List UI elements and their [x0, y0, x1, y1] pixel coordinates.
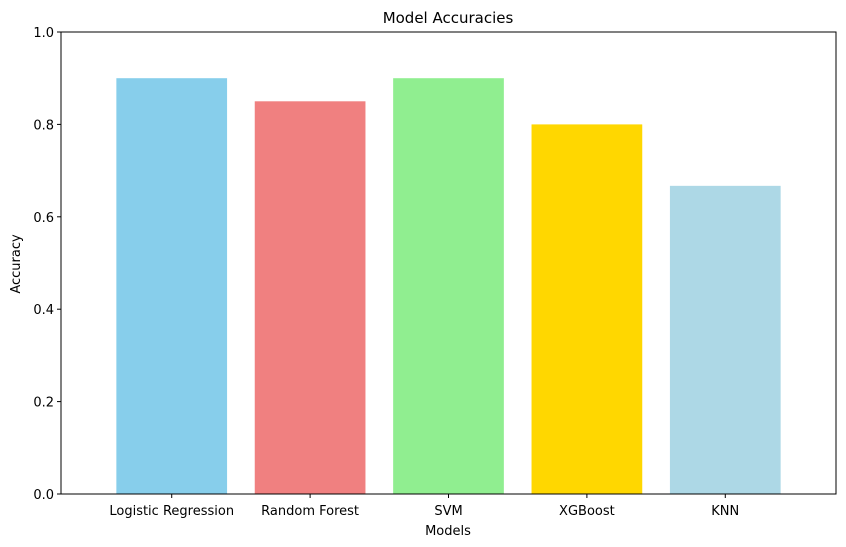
x-axis-label: Models — [425, 524, 471, 539]
x-tick-label: Logistic Regression — [109, 504, 234, 519]
y-axis-label: Accuracy — [9, 234, 24, 294]
bar-knn — [669, 185, 781, 494]
y-tick-label: 1.0 — [33, 26, 54, 41]
y-tick-label: 0.2 — [33, 396, 54, 411]
bars-layer — [116, 78, 781, 495]
y-tick-label: 0.8 — [33, 118, 54, 133]
x-tick-label: SVM — [434, 504, 462, 519]
chart-title: Model Accuracies — [383, 9, 514, 27]
bar-logistic-regression — [116, 78, 228, 494]
x-tick-label: XGBoost — [559, 504, 615, 519]
bar-xgboost — [531, 124, 643, 495]
bar-svm — [393, 78, 504, 494]
y-tick-label: 0.6 — [33, 211, 54, 226]
y-tick-label: 0.4 — [33, 303, 54, 318]
x-tick-label: KNN — [711, 504, 739, 519]
x-axis-ticks: Logistic Regression Random Forest SVM XGBoo… — [109, 494, 739, 519]
x-tick-label: Random Forest — [261, 504, 359, 519]
bar-random-forest — [254, 101, 366, 495]
y-tick-label: 0.0 — [33, 488, 54, 503]
y-axis-ticks: 0.0 0.2 0.4 0.6 0.8 1.0 — [33, 26, 61, 503]
